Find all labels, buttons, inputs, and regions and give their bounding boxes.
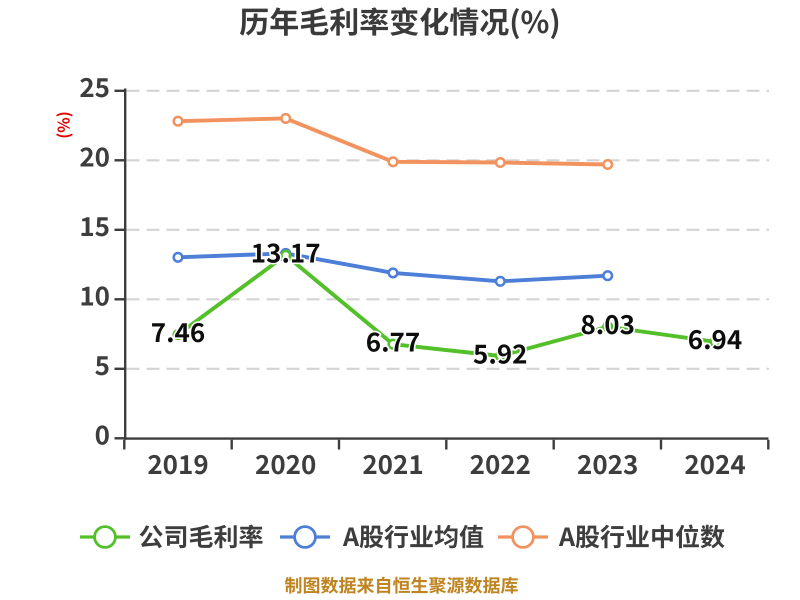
svg-text:2023: 2023 [577,445,638,482]
svg-text:20: 20 [79,138,110,175]
svg-text:公司毛利率: 公司毛利率 [139,518,264,554]
svg-text:2024: 2024 [684,445,745,482]
svg-text:A股行业均值: A股行业均值 [342,518,484,554]
svg-text:6.77: 6.77 [366,323,420,360]
svg-text:(%): (%) [51,111,75,139]
svg-text:10: 10 [79,277,110,314]
svg-text:5: 5 [95,346,110,383]
svg-text:5.92: 5.92 [473,334,527,371]
svg-text:2021: 2021 [362,445,423,482]
svg-text:2020: 2020 [255,445,316,482]
svg-text:0: 0 [95,416,110,453]
svg-text:历年毛利率变化情况(%): 历年毛利率变化情况(%) [239,0,561,42]
svg-text:2022: 2022 [470,445,531,482]
svg-text:7.46: 7.46 [151,313,205,350]
svg-text:8.03: 8.03 [580,305,634,342]
svg-text:15: 15 [79,207,110,244]
svg-text:13.17: 13.17 [251,234,321,271]
svg-text:2019: 2019 [147,445,208,482]
svg-text:6.94: 6.94 [688,320,742,357]
svg-text:制图数据来自恒生聚源数据库: 制图数据来自恒生聚源数据库 [285,572,519,598]
svg-text:25: 25 [79,68,110,105]
svg-text:A股行业中位数: A股行业中位数 [558,518,725,554]
